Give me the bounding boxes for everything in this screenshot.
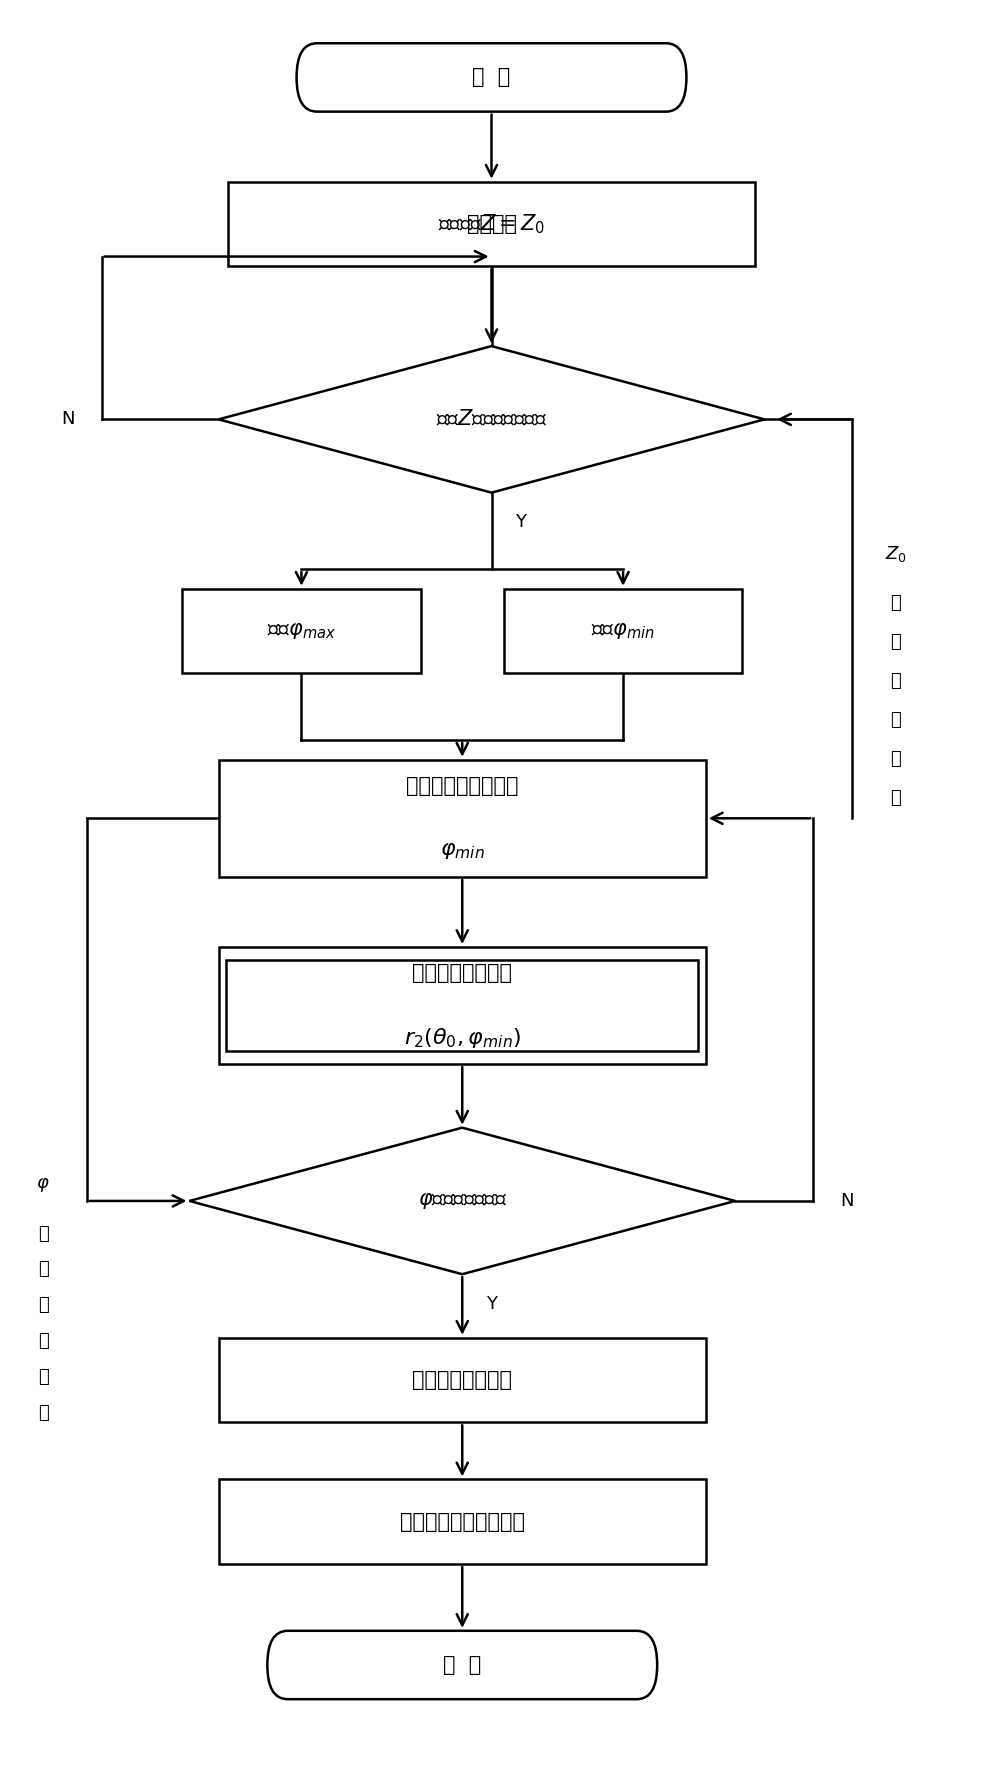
Text: 增: 增 — [37, 1225, 48, 1242]
Bar — [226, 960, 698, 1051]
Text: 加: 加 — [891, 632, 901, 651]
Text: 求解$\varphi_{min}$: 求解$\varphi_{min}$ — [591, 621, 655, 641]
Text: 求解$\varphi_{max}$: 求解$\varphi_{max}$ — [267, 621, 336, 641]
Bar — [218, 1479, 706, 1564]
Text: N: N — [61, 410, 75, 428]
Text: 得到完整过渡曲面点云: 得到完整过渡曲面点云 — [400, 1512, 525, 1532]
Text: 代入过渡曲面方程: 代入过渡曲面方程 — [412, 964, 512, 983]
Polygon shape — [218, 346, 765, 493]
Text: 长: 长 — [37, 1404, 48, 1422]
Text: $\varphi$是否满足要求？: $\varphi$是否满足要求？ — [418, 1191, 507, 1211]
Text: 一: 一 — [891, 671, 901, 690]
Bar — [218, 1338, 706, 1422]
Text: 长: 长 — [891, 788, 901, 808]
Bar — [182, 589, 421, 673]
FancyBboxPatch shape — [297, 43, 686, 112]
Text: 加: 加 — [37, 1260, 48, 1278]
Bar — [228, 181, 755, 266]
Text: $Z_0$: $Z_0$ — [885, 543, 907, 564]
Bar — [218, 760, 706, 877]
Polygon shape — [190, 1127, 735, 1274]
Bar — [218, 946, 706, 1065]
Text: 个: 个 — [891, 710, 901, 730]
Text: 保存齿廓点坐标值: 保存齿廓点坐标值 — [412, 1370, 512, 1390]
Text: 步: 步 — [37, 1369, 48, 1386]
Text: 设定截面$Z=Z_0$: 设定截面$Z=Z_0$ — [438, 213, 545, 236]
FancyBboxPatch shape — [267, 1631, 658, 1699]
Text: Y: Y — [515, 513, 526, 531]
Text: $r_2(\theta_0, \varphi_{min})$: $r_2(\theta_0, \varphi_{min})$ — [404, 1026, 521, 1051]
Text: Y: Y — [486, 1294, 497, 1312]
Text: 一: 一 — [37, 1296, 48, 1314]
Text: 开  始: 开 始 — [473, 67, 510, 87]
Text: 增: 增 — [891, 593, 901, 612]
Text: $\varphi$: $\varphi$ — [36, 1175, 50, 1193]
Text: N: N — [840, 1193, 854, 1211]
Text: 截面$Z$是否满足要求？: 截面$Z$是否满足要求？ — [435, 410, 548, 430]
Text: 步: 步 — [891, 749, 901, 769]
Text: 结  束: 结 束 — [443, 1654, 482, 1676]
Text: 求得转角范围，代入: 求得转角范围，代入 — [406, 776, 518, 795]
Text: $\varphi_{min}$: $\varphi_{min}$ — [439, 841, 485, 861]
Text: 设定截面: 设定截面 — [467, 215, 516, 234]
Text: 个: 个 — [37, 1331, 48, 1351]
Bar — [503, 589, 742, 673]
